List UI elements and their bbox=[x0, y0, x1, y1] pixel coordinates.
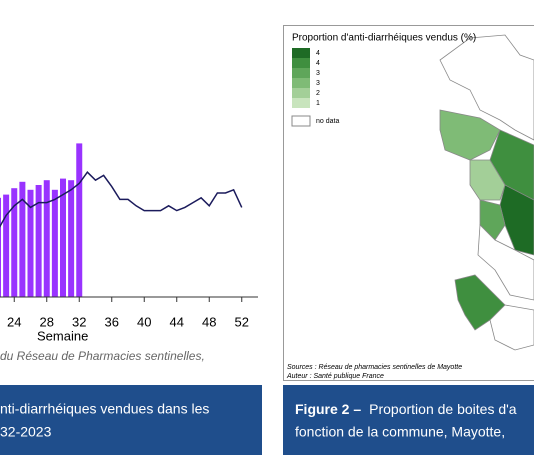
x-tick-label: 48 bbox=[202, 314, 216, 329]
bar bbox=[3, 195, 9, 297]
legend-label: 2 bbox=[316, 90, 320, 97]
bar bbox=[68, 180, 74, 297]
bar bbox=[0, 198, 1, 297]
legend-label: 4 bbox=[316, 60, 320, 67]
caption-line: fonction de la commune, Mayotte, bbox=[295, 424, 505, 440]
legend-label: 3 bbox=[316, 80, 320, 87]
chart: 24 28 32 36 40 44 48 52 bbox=[0, 143, 258, 329]
caption-box bbox=[283, 385, 534, 455]
legend-label: 3 bbox=[316, 70, 320, 77]
chart-note: du Réseau de Pharmacies sentinelles, bbox=[0, 349, 205, 363]
legend-swatch bbox=[292, 68, 310, 78]
caption-box bbox=[0, 385, 262, 455]
x-tick-label: 44 bbox=[170, 314, 184, 329]
bar bbox=[44, 180, 50, 297]
legend-swatch bbox=[292, 48, 310, 58]
bar bbox=[76, 143, 82, 297]
x-tick-label: 24 bbox=[7, 314, 21, 329]
legend-label: 4 bbox=[316, 50, 320, 57]
legend-label: 1 bbox=[316, 100, 320, 107]
map-source: Sources : Réseau de pharmacies sentinell… bbox=[287, 364, 462, 371]
legend-swatch bbox=[292, 88, 310, 98]
x-axis-label: Semaine bbox=[37, 328, 88, 343]
legend-swatch bbox=[292, 78, 310, 88]
figure-label: Figure 2 – bbox=[295, 401, 361, 417]
caption-text: Proportion de boites d'a bbox=[369, 401, 517, 417]
legend-swatch bbox=[292, 116, 310, 126]
legend-swatch bbox=[292, 58, 310, 68]
legend-swatch bbox=[292, 98, 310, 108]
x-tick-label: 28 bbox=[40, 314, 54, 329]
x-tick-label: 40 bbox=[137, 314, 151, 329]
bar bbox=[52, 190, 58, 297]
x-tick-label: 32 bbox=[72, 314, 86, 329]
caption-line: nti-diarrhéiques vendues dans les bbox=[0, 401, 209, 417]
x-tick-label: 52 bbox=[235, 314, 249, 329]
legend-title: Proportion d'anti-diarrhéiques vendus (%… bbox=[292, 33, 476, 44]
x-tick-label: 36 bbox=[105, 314, 119, 329]
bar bbox=[36, 185, 42, 297]
map-source: Auteur : Santé publique France bbox=[286, 373, 384, 380]
legend-label: no data bbox=[316, 118, 339, 125]
caption-line: 32-2023 bbox=[0, 424, 52, 440]
caption-line: Figure 2 – Proportion de boites d'a bbox=[295, 401, 517, 417]
